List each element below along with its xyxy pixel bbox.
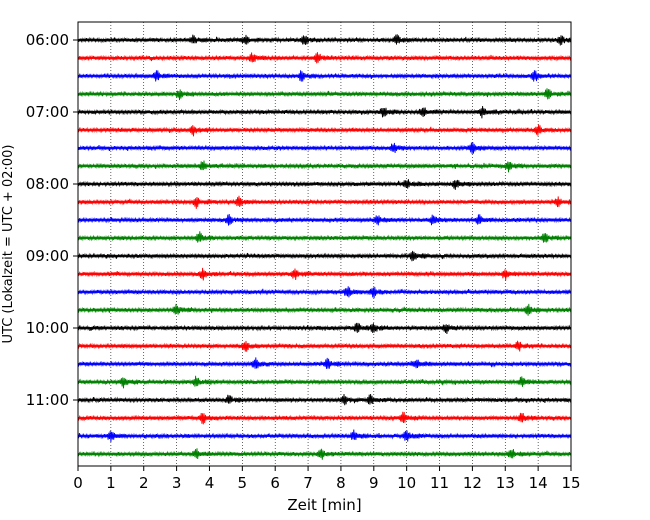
y-tick-label-0700: 07:00 bbox=[26, 103, 69, 121]
seismic-traces bbox=[77, 34, 572, 460]
x-axis-label: Zeit [min] bbox=[287, 496, 361, 514]
y-tick-label-1100: 11:00 bbox=[26, 391, 69, 409]
x-tick-label-7: 7 bbox=[303, 474, 313, 492]
x-tick-label-8: 8 bbox=[336, 474, 346, 492]
trace-0845 bbox=[77, 231, 572, 243]
x-tick-label-3: 3 bbox=[172, 474, 182, 492]
x-axis-ticks: 0 1 2 3 4 5 6 7 8 9 10 11 12 13 14 15 bbox=[73, 466, 581, 492]
y-tick-label-0600: 06:00 bbox=[26, 31, 69, 49]
grid-lines bbox=[110, 22, 539, 466]
x-tick-label-2: 2 bbox=[139, 474, 149, 492]
y-tick-label-0800: 08:00 bbox=[26, 175, 69, 193]
trace-1030 bbox=[77, 357, 572, 369]
y-axis-label: UTC (Lokalzeit = UTC + 02:00) bbox=[1, 145, 16, 344]
x-tick-label-14: 14 bbox=[529, 474, 548, 492]
x-tick-label-13: 13 bbox=[496, 474, 515, 492]
x-tick-label-6: 6 bbox=[270, 474, 280, 492]
x-tick-label-12: 12 bbox=[463, 474, 482, 492]
x-tick-label-5: 5 bbox=[238, 474, 248, 492]
x-tick-label-0: 0 bbox=[73, 474, 83, 492]
x-tick-label-9: 9 bbox=[369, 474, 379, 492]
x-tick-label-4: 4 bbox=[205, 474, 215, 492]
x-tick-label-10: 10 bbox=[397, 474, 416, 492]
y-axis-ticks: 06:00 07:00 08:00 09:00 10:00 11:00 bbox=[26, 31, 78, 409]
plot-frame bbox=[77, 21, 572, 467]
y-tick-label-0900: 09:00 bbox=[26, 247, 69, 265]
x-tick-label-11: 11 bbox=[430, 474, 449, 492]
x-tick-label-1: 1 bbox=[106, 474, 116, 492]
y-tick-label-1000: 10:00 bbox=[26, 319, 69, 337]
x-tick-label-15: 15 bbox=[561, 474, 580, 492]
